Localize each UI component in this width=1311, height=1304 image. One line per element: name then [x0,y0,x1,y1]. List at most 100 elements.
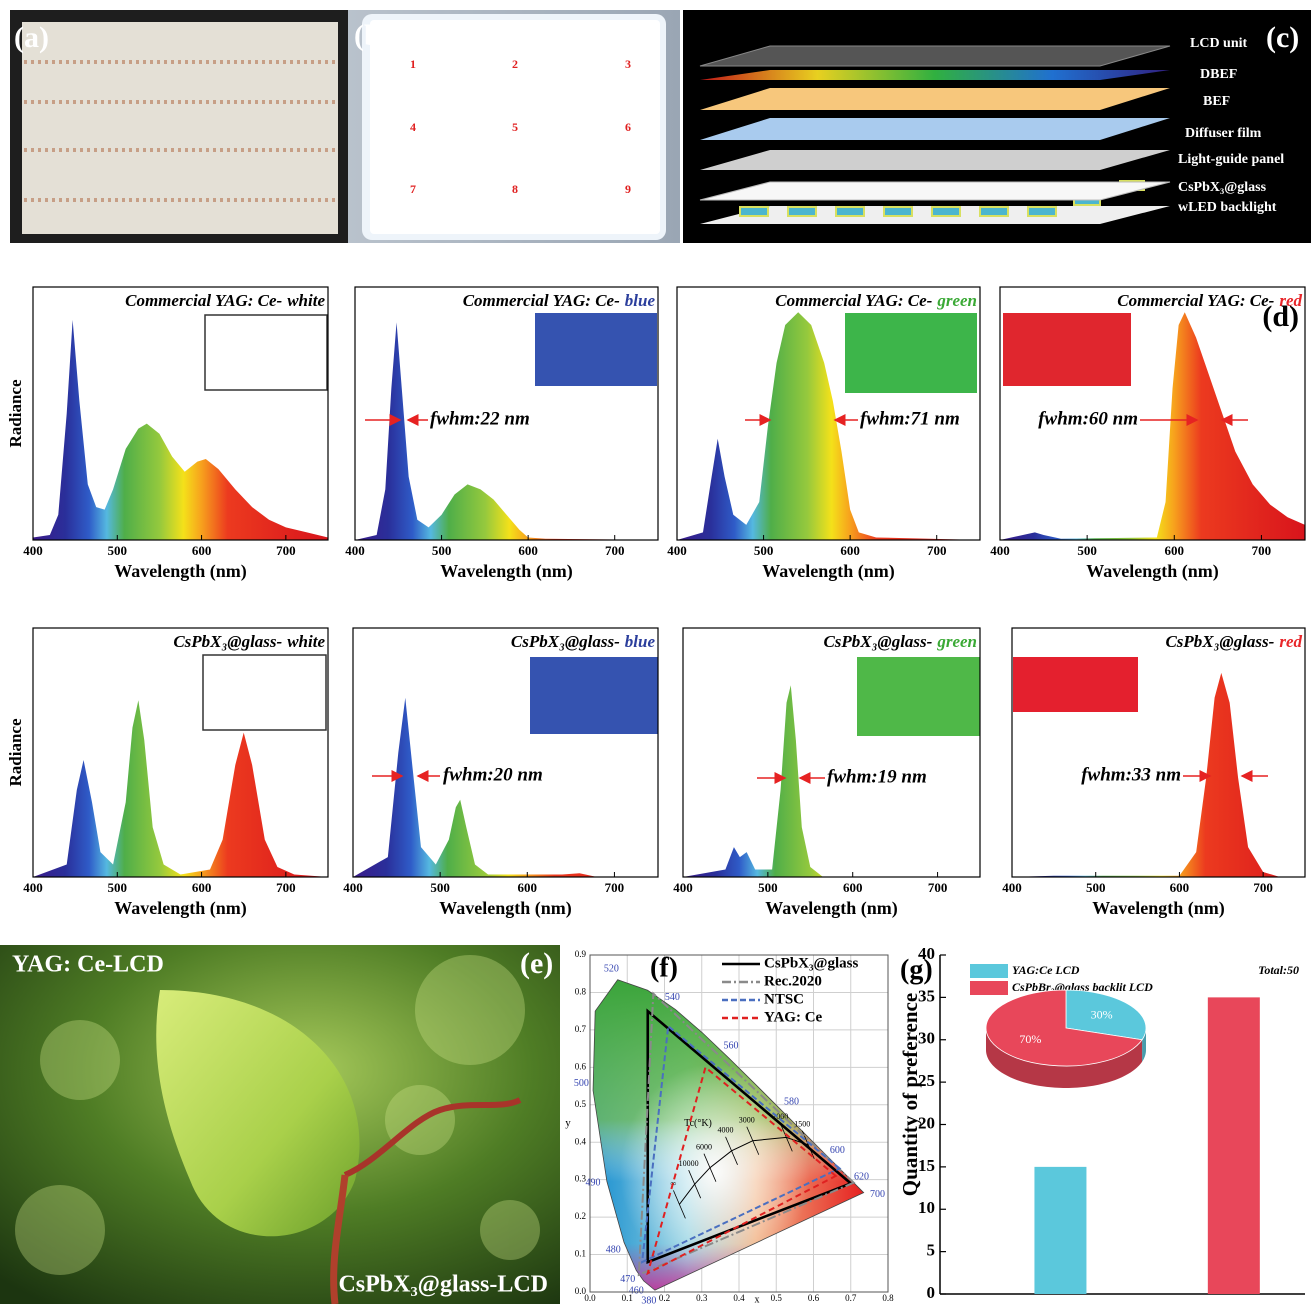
x-tick-label: 400 [23,543,43,558]
legend-swatch [970,981,1008,995]
legend-swatch [970,964,1008,978]
pie-label: 30% [1091,1007,1113,1021]
temperature-label: 6000 [696,1143,712,1152]
y-tick-label: 0.7 [575,1024,587,1034]
x-tick-label: 700 [1252,543,1272,558]
title-text: Commercial YAG: Ce- [775,291,932,310]
chart-title: CsPbX₃@glass-red [1165,632,1302,651]
x-tick-label: 700 [276,543,296,558]
fwhm-annotation: fwhm:33 nm [1081,764,1181,785]
y-tick-label: 0.5 [575,1099,587,1109]
panel-label: (b) [354,19,391,52]
led-chip [788,207,816,216]
photo-caption: YAG: Ce-LCD [12,952,164,978]
layer-label: BEF [1203,94,1230,109]
x-axis-label: x [755,1294,760,1304]
x-tick-label: 600 [192,880,212,895]
chart-title: CsPbX₃@glass-blue [511,632,656,651]
x-tick-label: 0.0 [584,1293,596,1303]
title-highlight: green [936,632,977,651]
measure-point: 5 [512,120,518,134]
y-tick-label: 0.2 [575,1211,586,1221]
y-tick-label: 0.1 [575,1249,586,1259]
chart-title: Commercial YAG: Ce-green [775,291,977,310]
wavelength-label: 580 [784,1096,799,1107]
x-tick-label: 0.3 [696,1293,708,1303]
fwhm-annotation: fwhm:60 nm [1038,408,1138,429]
wavelength-label: 470 [620,1274,635,1285]
panel-label: (g) [900,954,933,985]
bef-layer [700,88,1170,110]
bokeh-spot [40,1020,120,1100]
x-axis-label: Wavelength (nm) [762,561,895,582]
title-highlight: green [936,291,977,310]
x-tick-label: 700 [1253,880,1273,895]
x-tick-label: 700 [605,880,625,895]
chart-title: Commercial YAG: Ce-white [125,291,325,310]
y-axis-label: y [565,1117,571,1129]
layer-label: LCD unit [1190,36,1248,51]
layer-label: Light-guide panel [1178,152,1284,167]
x-tick-label: 400 [343,880,363,895]
color-inset [535,313,657,386]
panel-label: (d) [1262,300,1299,333]
y-axis-label: Quantity of preference [898,993,922,1196]
x-tick-label: 0.4 [733,1293,745,1303]
y-tick-label: 0.6 [575,1061,587,1071]
x-tick-label: 600 [192,543,212,558]
light-guide-layer [700,150,1170,170]
x-tick-label: 500 [1086,880,1106,895]
bokeh-spot [15,1185,105,1275]
wavelength-label: 500 [574,1078,589,1089]
wavelength-label: 490 [586,1177,601,1188]
wavelength-label: 700 [870,1189,885,1200]
title-text: CsPbX₃@glass- [823,632,932,651]
fwhm-annotation: fwhm:71 nm [860,408,960,429]
photo-a-panel [22,22,338,234]
x-tick-label: 600 [518,880,538,895]
title-highlight: white [287,632,325,651]
wavelength-label: 540 [665,992,680,1003]
color-inset [1003,313,1131,386]
x-axis-label: Wavelength (nm) [439,898,572,919]
temperature-label: 4000 [718,1126,734,1135]
x-tick-label: 400 [673,880,693,895]
x-tick-label: 600 [840,543,860,558]
chart-title: CsPbX₃@glass-white [173,632,325,651]
measure-point: 2 [512,57,518,71]
title-text: Commercial YAG: Ce- [125,291,282,310]
x-tick-label: 400 [345,543,365,558]
x-tick-label: 600 [1170,880,1190,895]
panel-label: (c) [1266,21,1299,54]
x-tick-label: 500 [108,543,128,558]
color-inset [530,657,658,734]
bokeh-spot [480,1200,540,1260]
title-highlight: blue [625,291,656,310]
fwhm-annotation: fwhm:19 nm [827,766,927,787]
measure-point: 8 [512,182,518,196]
x-axis-label: Wavelength (nm) [114,898,247,919]
x-tick-label: 0.7 [845,1293,857,1303]
lcd-layer [700,46,1170,66]
pie-label: 70% [1019,1032,1041,1046]
layer-label: Diffuser film [1185,126,1262,141]
wavelength-label: 480 [606,1244,621,1255]
annotation: Total:50 [1258,963,1299,977]
x-tick-label: 700 [276,880,296,895]
led-chip [740,207,768,216]
diffuser-layer [700,118,1170,140]
temperature-label: 10000 [679,1159,699,1168]
y-axis-label: Radiance [6,718,25,786]
led-chip [836,207,864,216]
x-tick-label: 500 [754,543,774,558]
x-tick-label: 0.6 [808,1293,820,1303]
fwhm-annotation: fwhm:20 nm [443,764,543,785]
wavelength-label: 520 [604,963,619,974]
x-tick-label: 500 [1077,543,1097,558]
led-chip [884,207,912,216]
title-highlight: blue [625,632,656,651]
dbef-layer [700,70,1170,80]
y-tick-label: 0.0 [575,1286,587,1296]
measure-point: 4 [410,120,416,134]
color-inset [1013,657,1138,712]
